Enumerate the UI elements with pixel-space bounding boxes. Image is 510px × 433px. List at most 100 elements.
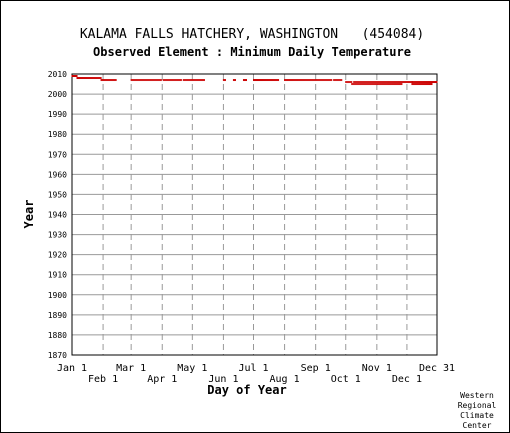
credit-block: Western Regional Climate Center: [458, 391, 497, 430]
data-point: [401, 81, 403, 84]
data-point: [330, 79, 332, 82]
data-point: [200, 79, 202, 82]
data-point: [364, 81, 366, 84]
data-point: [202, 79, 204, 82]
data-point: [369, 83, 371, 86]
data-point: [273, 79, 275, 82]
y-tick-label: 2010: [48, 70, 67, 79]
data-point: [266, 79, 268, 82]
data-points: [71, 75, 438, 86]
data-point: [255, 79, 257, 82]
y-tick-label: 2000: [48, 90, 67, 99]
data-point: [385, 83, 387, 86]
data-point: [85, 77, 87, 80]
data-point: [148, 79, 150, 82]
data-point: [398, 81, 400, 84]
data-point: [154, 79, 156, 82]
data-point: [263, 79, 265, 82]
x-axis-label: Day of Year: [207, 383, 286, 397]
data-point: [390, 81, 392, 84]
data-point: [97, 77, 99, 80]
data-point: [140, 79, 142, 82]
data-point: [362, 81, 364, 84]
data-point: [396, 81, 398, 84]
data-point: [267, 79, 269, 82]
x-tick-label: Feb 1: [88, 374, 118, 385]
data-point: [233, 79, 235, 82]
data-point: [387, 81, 389, 84]
data-point: [417, 83, 419, 86]
data-point: [413, 83, 415, 86]
data-point: [292, 79, 294, 82]
data-point: [369, 81, 371, 84]
data-point: [354, 81, 356, 84]
data-point: [194, 79, 196, 82]
data-point: [81, 77, 83, 80]
data-point: [223, 79, 225, 82]
data-point: [337, 79, 339, 82]
data-point: [135, 79, 137, 82]
data-point: [313, 79, 315, 82]
data-point: [110, 79, 112, 82]
data-point: [144, 79, 146, 82]
data-point: [425, 81, 427, 84]
y-tick-label: 1950: [48, 190, 67, 199]
data-point: [418, 83, 420, 86]
data-point: [142, 79, 144, 82]
data-point: [95, 77, 97, 80]
data-point: [107, 79, 109, 82]
data-point: [98, 77, 100, 80]
data-point: [407, 81, 409, 84]
data-point: [164, 79, 166, 82]
data-point: [184, 79, 186, 82]
data-point: [419, 81, 421, 84]
data-point: [389, 81, 391, 84]
data-point: [272, 79, 274, 82]
data-point: [353, 83, 355, 86]
data-point: [367, 83, 369, 86]
data-point: [105, 79, 107, 82]
data-point: [429, 83, 431, 86]
data-point: [379, 83, 381, 86]
data-point: [366, 81, 368, 84]
data-point: [196, 79, 198, 82]
data-point: [424, 81, 426, 84]
data-point: [310, 79, 312, 82]
data-point: [109, 79, 111, 82]
data-point: [177, 79, 179, 82]
data-point: [435, 81, 437, 84]
data-point: [293, 79, 295, 82]
data-point: [335, 79, 337, 82]
data-point: [358, 83, 360, 86]
data-point: [193, 79, 195, 82]
data-point: [131, 79, 133, 82]
data-point: [372, 83, 374, 86]
data-point: [355, 81, 357, 84]
data-point: [162, 79, 164, 82]
data-point: [103, 79, 105, 82]
y-tick-label: 1970: [48, 150, 67, 159]
data-point: [351, 83, 353, 86]
data-point: [339, 79, 341, 82]
data-point: [89, 77, 91, 80]
data-point: [179, 79, 181, 82]
credit-line-3: Climate: [460, 411, 494, 420]
data-point: [165, 79, 167, 82]
data-point: [368, 81, 370, 84]
data-point: [301, 79, 303, 82]
data-point: [80, 77, 82, 80]
data-point: [322, 79, 324, 82]
data-point: [373, 83, 375, 86]
data-point: [374, 81, 376, 84]
data-point: [256, 79, 258, 82]
y-tick-label: 1990: [48, 110, 67, 119]
data-point: [402, 81, 404, 84]
data-point: [78, 77, 80, 80]
data-point: [252, 79, 254, 82]
data-point: [374, 83, 376, 86]
data-point: [376, 81, 378, 84]
data-point: [345, 81, 347, 84]
data-point: [423, 83, 425, 86]
data-point: [377, 83, 379, 86]
data-point: [149, 79, 151, 82]
